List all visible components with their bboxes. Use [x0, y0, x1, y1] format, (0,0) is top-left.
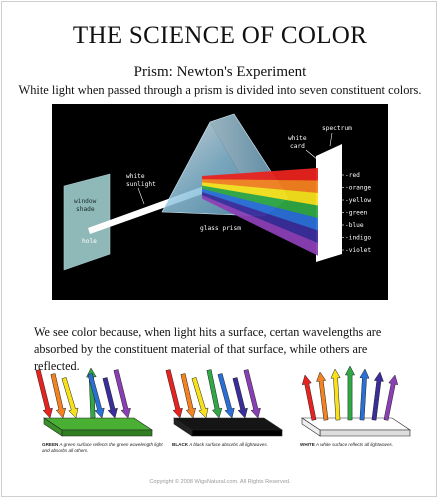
white-card-pointer [305, 149, 319, 161]
spectrum-label-blue: -blue [345, 222, 364, 229]
surface-slab-edge [43, 417, 63, 437]
spectrum-ray-orange [202, 179, 318, 194]
explanation-paragraph: We see color because, when light hits a … [34, 325, 382, 373]
spectrum-label-indigo: -indigo [345, 235, 371, 242]
reflected-arrow-yellow [330, 368, 341, 421]
incoming-arrow-blue [217, 373, 235, 419]
spectrum-ray-yellow [202, 182, 318, 206]
page-title: THE SCIENCE OF COLOR [72, 22, 368, 49]
reflected-arrow-indigo [371, 371, 384, 421]
caption-name: GREEN [42, 442, 59, 447]
incoming-arrow-indigo [232, 377, 248, 419]
spectrum-ray-indigo [202, 192, 318, 244]
spectrum-ray-blue [202, 188, 318, 231]
spectrum-labels: -red -orange -yellow -green -blue -indigo -vio… [328, 172, 371, 254]
incoming-arrow-yellow [191, 377, 209, 419]
incoming-arrow-violet [113, 369, 131, 419]
intro-text: White light when passed through a prism … [18, 83, 422, 97]
reflected-arrow-green [344, 365, 356, 421]
incoming-arrow-violet [243, 369, 261, 419]
white-sunlight-label: white [126, 173, 145, 180]
surface-slab-top [173, 417, 283, 431]
white-card [316, 144, 342, 262]
prism-diagram-svg: window shade hole white sunlight glass p… [63, 113, 371, 271]
caption-text: A white surface reflects all lightwaves. [315, 442, 394, 447]
spectrum-label-green: -green [345, 210, 368, 217]
copyright: Copyright © 2008 WigsNatural.com. All Ri… [149, 479, 291, 485]
surface-slab-side [319, 429, 411, 437]
spectrum-label-orange: -orange [345, 185, 371, 192]
page-subtitle: Prism: Newton's Experiment [133, 64, 307, 80]
caption-text: A green surface reflects the green wavel… [42, 442, 163, 453]
incoming-arrow-green [206, 369, 223, 419]
reflected-arrow-red [301, 374, 317, 421]
caption-name: WHITE [300, 442, 315, 447]
spectrum-pointer [329, 132, 333, 147]
surface-slab-edge [173, 417, 193, 437]
prism-diagram: window shade hole white sunlight glass p… [52, 104, 388, 300]
green-surface-caption: GREEN A green surface reflects the green… [42, 442, 167, 454]
spectrum-ray-red [202, 168, 318, 181]
incoming-arrow-indigo [102, 377, 118, 419]
incoming-arrow-red [165, 369, 183, 419]
reflected-arrow-orange [316, 371, 329, 421]
white-sunlight-pointer [137, 187, 145, 205]
white-surface-illustration [301, 365, 411, 437]
black-surface-illustration [165, 369, 283, 437]
hole-label: hole [82, 238, 97, 245]
white-card-label: white [288, 135, 307, 142]
green-surface-illustration [35, 367, 153, 437]
incoming-arrow-yellow [61, 377, 79, 419]
spectrum-label-violet: -violet [345, 247, 371, 254]
caption-name: BLACK [172, 442, 189, 447]
surface-slab-edge [301, 417, 321, 437]
surface-slab-side [191, 429, 283, 437]
incoming-arrow-red [35, 369, 53, 419]
surface-slab-top [301, 417, 411, 431]
reflected-arrow-violet [383, 374, 399, 421]
black-surface-caption: BLACK A black surface absorbs all lightw… [172, 442, 297, 448]
spectrum-label: spectrum [322, 125, 352, 132]
green-surface-panel [34, 360, 164, 460]
incoming-arrow-orange [50, 373, 67, 419]
black-surface-panel [164, 360, 294, 460]
reflected-arrow-blue [359, 368, 370, 421]
incoming-arrow-orange [180, 373, 197, 419]
window-shade-label: window [74, 198, 97, 205]
white-card-label: card [290, 143, 305, 150]
glass-prism-label: glass prism [200, 225, 241, 232]
spectrum-ray-green [202, 185, 318, 219]
surface-slab-top [43, 417, 153, 431]
window-shade [63, 173, 111, 271]
spectrum-label-red: -red [345, 172, 360, 179]
surface-slab-side [61, 429, 153, 437]
caption-text: A black surface absorbs all lightwaves. [189, 442, 268, 447]
incoming-arrow-blue [87, 373, 105, 419]
white-sunlight-label: sunlight [126, 181, 156, 188]
spectrum-rays [202, 168, 318, 256]
reflected-arrow-green [86, 367, 97, 419]
spectrum-label-yellow: -yellow [345, 197, 371, 204]
white-surface-caption: WHITE A white surface reflects all light… [300, 442, 425, 448]
spectrum-ray-violet [202, 195, 318, 256]
white-surface-panel [292, 360, 422, 460]
window-shade-label: shade [76, 206, 95, 213]
